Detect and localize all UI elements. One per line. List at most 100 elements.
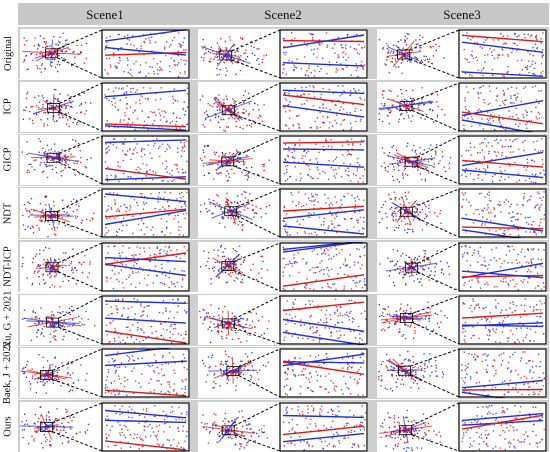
zoom-source-box <box>46 317 59 328</box>
zoomed-pointcloud <box>104 404 188 451</box>
overview-pointcloud <box>199 304 270 344</box>
zoom-source-box <box>404 156 418 167</box>
zoom-leader-line <box>236 215 281 238</box>
zoomed-pointcloud <box>104 191 188 237</box>
zoom-leader-line <box>412 295 460 314</box>
zoom-leader-line <box>234 82 281 106</box>
zoomed-pointcloud <box>461 351 546 399</box>
overview-pointcloud <box>378 301 448 340</box>
pointcloud-image <box>377 135 547 186</box>
zoomed-pointcloud <box>104 245 188 289</box>
pointcloud-cell <box>377 295 547 345</box>
zoomed-pointcloud <box>461 31 545 77</box>
row-label-text: GICP <box>2 147 14 172</box>
zoom-leader-line <box>411 402 460 426</box>
zoom-source-box <box>221 425 235 435</box>
zoomed-panel-frame <box>279 295 368 345</box>
overview-pointcloud <box>21 138 92 179</box>
overview-pointcloud <box>379 409 442 452</box>
overview-pointcloud <box>378 86 446 125</box>
pointcloud-image <box>377 241 547 292</box>
pointcloud-cell <box>377 188 547 239</box>
pointcloud-image <box>377 348 547 399</box>
pointcloud-image <box>198 241 368 292</box>
zoom-leader-line <box>234 114 281 132</box>
zoom-leader-line <box>416 165 460 185</box>
pointcloud-image <box>198 135 368 186</box>
zoomed-pointcloud <box>461 404 545 450</box>
zoom-source-box <box>405 262 418 273</box>
zoomed-panel-frame <box>279 242 368 292</box>
row-label-text: NDT <box>2 202 14 224</box>
zoomed-panel-frame <box>458 242 547 292</box>
pointcloud-cell <box>20 28 190 79</box>
pointcloud-image <box>20 135 190 186</box>
pointcloud-cell <box>20 401 190 452</box>
zoomed-pointcloud <box>104 84 189 131</box>
overview-pointcloud <box>22 195 95 238</box>
zoom-leader-line <box>410 375 460 398</box>
pointcloud-image <box>20 348 190 399</box>
zoom-source-box <box>47 102 60 113</box>
zoom-leader-line <box>58 161 103 185</box>
zoom-leader-line <box>57 29 103 49</box>
zoom-leader-line <box>234 295 281 320</box>
zoom-leader-line <box>409 29 460 50</box>
pointcloud-image <box>20 188 190 239</box>
pointcloud-cell <box>198 241 368 292</box>
zoom-leader-line <box>416 135 460 158</box>
zoom-leader-line <box>233 402 281 426</box>
overview-pointcloud <box>379 248 451 287</box>
zoomed-pointcloud <box>282 84 366 131</box>
pointcloud-cell <box>198 348 368 399</box>
column-header-scene2: Scene2 <box>264 7 302 22</box>
zoom-leader-line <box>58 326 103 345</box>
zoomed-panel-frame <box>101 82 190 132</box>
zoom-leader-line <box>59 111 103 132</box>
column-header-scene1: Scene1 <box>86 7 124 22</box>
zoomed-pointcloud <box>282 404 367 450</box>
zoom-source-box <box>221 318 235 329</box>
zoom-source-box <box>397 366 411 376</box>
zoomed-panel-frame <box>279 28 368 79</box>
zoom-leader-line <box>233 242 281 262</box>
zoom-leader-line <box>233 269 281 292</box>
zoomed-panel-frame <box>458 188 547 238</box>
zoom-leader-line <box>57 188 103 213</box>
zoomed-pointcloud <box>282 191 365 237</box>
zoom-leader-line <box>233 165 281 185</box>
cell-background <box>20 81 190 132</box>
cell-background <box>377 348 547 399</box>
pointcloud-image <box>20 241 190 292</box>
row-label-text: Xu, G + 2021 <box>2 290 14 349</box>
zoom-leader-line <box>59 82 103 104</box>
zoomed-pointcloud <box>461 244 545 291</box>
pointcloud-image <box>20 28 190 79</box>
pointcloud-image <box>377 401 547 452</box>
zoom-leader-line <box>234 433 281 452</box>
pointcloud-image <box>198 28 368 79</box>
zoom-leader-line <box>57 242 103 263</box>
zoom-source-box <box>44 211 58 222</box>
zoomed-pointcloud <box>461 191 546 239</box>
overview-pointcloud <box>21 305 96 343</box>
zoom-source-box <box>221 105 235 115</box>
pointcloud-cell <box>377 401 547 452</box>
pointcloud-cell <box>20 81 190 132</box>
zoomed-pointcloud <box>104 348 188 397</box>
pointcloud-image <box>198 401 368 452</box>
zoom-source-box <box>46 152 60 163</box>
row-label-text: ICP <box>2 98 14 115</box>
zoom-leader-line <box>409 57 460 78</box>
column-header-scene3: Scene3 <box>443 7 481 22</box>
pointcloud-cell <box>20 135 190 186</box>
pointcloud-cell <box>377 241 547 292</box>
overview-pointcloud <box>199 90 265 132</box>
pointcloud-cell <box>198 135 368 186</box>
zoom-leader-line <box>417 242 460 264</box>
zoomed-pointcloud <box>282 31 366 77</box>
zoomed-pointcloud <box>282 298 367 345</box>
zoomed-panel-frame <box>458 28 547 79</box>
pointcloud-image <box>198 81 368 132</box>
zoomed-panel-frame <box>458 82 547 132</box>
